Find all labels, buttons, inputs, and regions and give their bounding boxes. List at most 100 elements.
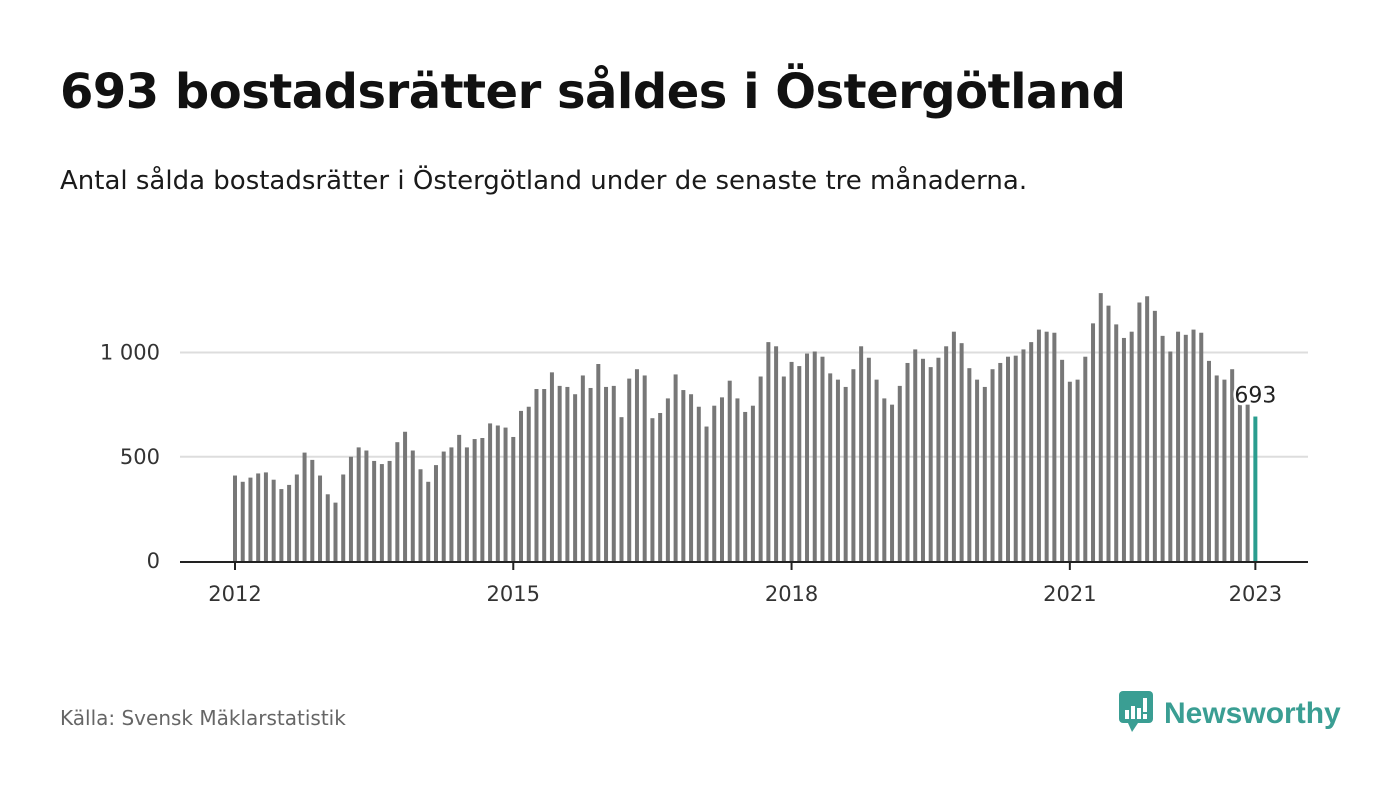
bar (743, 411, 748, 561)
page-subtitle: Antal sålda bostadsrätter i Östergötland… (60, 166, 1028, 196)
brand-name: Newsworthy (1164, 697, 1341, 730)
bar (580, 375, 585, 561)
bar (920, 358, 925, 561)
bar (619, 417, 624, 561)
bar (951, 331, 956, 561)
bar (549, 372, 554, 561)
bar (1091, 323, 1096, 561)
x-tick-label: 2021 (1043, 582, 1096, 606)
bar (1121, 337, 1126, 561)
bar (1060, 359, 1065, 561)
bar (805, 353, 810, 561)
bar (1176, 331, 1181, 561)
bar (1106, 305, 1111, 561)
bar (712, 405, 717, 561)
axes: 0 500 1 000 2012 2015 2018 2021 2023 (100, 341, 1308, 606)
bar (588, 387, 593, 561)
bar (488, 423, 493, 561)
bar (735, 398, 740, 561)
bar (480, 438, 485, 561)
bar (372, 460, 377, 561)
bar (835, 379, 840, 561)
bar (348, 456, 353, 561)
bar (928, 367, 933, 561)
bar (1052, 332, 1057, 561)
last-value-label: 693 (1234, 384, 1276, 409)
bar (1214, 375, 1219, 561)
bar (318, 475, 323, 561)
bar (302, 452, 307, 561)
bar (719, 397, 724, 561)
bar (449, 447, 454, 561)
bar (1191, 329, 1196, 561)
bar (457, 434, 462, 561)
bar (627, 378, 632, 561)
bar (503, 427, 508, 561)
bars (233, 293, 1258, 561)
bar (797, 366, 802, 561)
bar (433, 465, 438, 561)
bar (866, 357, 871, 561)
bar (542, 389, 547, 561)
x-tick-label: 2023 (1229, 582, 1282, 606)
bar (611, 385, 616, 561)
bar (333, 502, 338, 561)
bar (1160, 335, 1165, 561)
bar (418, 469, 423, 561)
bar (828, 373, 833, 561)
bar (263, 472, 268, 561)
bar (766, 342, 771, 561)
bar (387, 460, 392, 561)
bar (1044, 331, 1049, 561)
bar (240, 481, 245, 561)
bar (673, 374, 678, 561)
bar (1129, 331, 1134, 561)
bar (1021, 349, 1026, 561)
bar (256, 473, 261, 561)
bar (271, 479, 276, 561)
x-tick-label: 2015 (487, 582, 540, 606)
bar (279, 489, 284, 561)
bar (1036, 329, 1041, 561)
bar (1222, 379, 1227, 561)
bar (426, 481, 431, 561)
bar (1145, 296, 1150, 561)
bar (294, 474, 299, 561)
bar (681, 390, 686, 561)
bar (727, 380, 732, 561)
bar (519, 410, 524, 561)
bar (310, 459, 315, 561)
bar (441, 451, 446, 561)
bar (851, 369, 856, 561)
bar (557, 385, 562, 561)
bar (890, 404, 895, 561)
bar (959, 343, 964, 561)
bar (596, 364, 601, 561)
bar (464, 447, 469, 561)
bar (1137, 302, 1142, 561)
x-tick-label: 2018 (765, 582, 818, 606)
bar (975, 379, 980, 561)
bar (874, 379, 879, 561)
y-tick-label: 1 000 (100, 341, 160, 365)
bar (410, 450, 415, 561)
bar (689, 394, 694, 561)
bar (287, 484, 292, 561)
brand-logo[interactable]: Newsworthy (1118, 690, 1341, 738)
bar (758, 376, 763, 561)
bar (812, 351, 817, 561)
x-tick-label: 2012 (208, 582, 261, 606)
bar (750, 405, 755, 561)
bar (1075, 379, 1080, 561)
bar-chart-speech-bubble-icon (1118, 690, 1154, 738)
bar (565, 386, 570, 561)
bar (472, 439, 477, 561)
bar (634, 369, 639, 561)
bar (1237, 404, 1242, 561)
bar (658, 412, 663, 561)
bar (356, 447, 361, 561)
annotations: 693 (1232, 381, 1279, 411)
bar (1230, 369, 1235, 561)
bar (511, 436, 516, 561)
bar (944, 346, 949, 561)
